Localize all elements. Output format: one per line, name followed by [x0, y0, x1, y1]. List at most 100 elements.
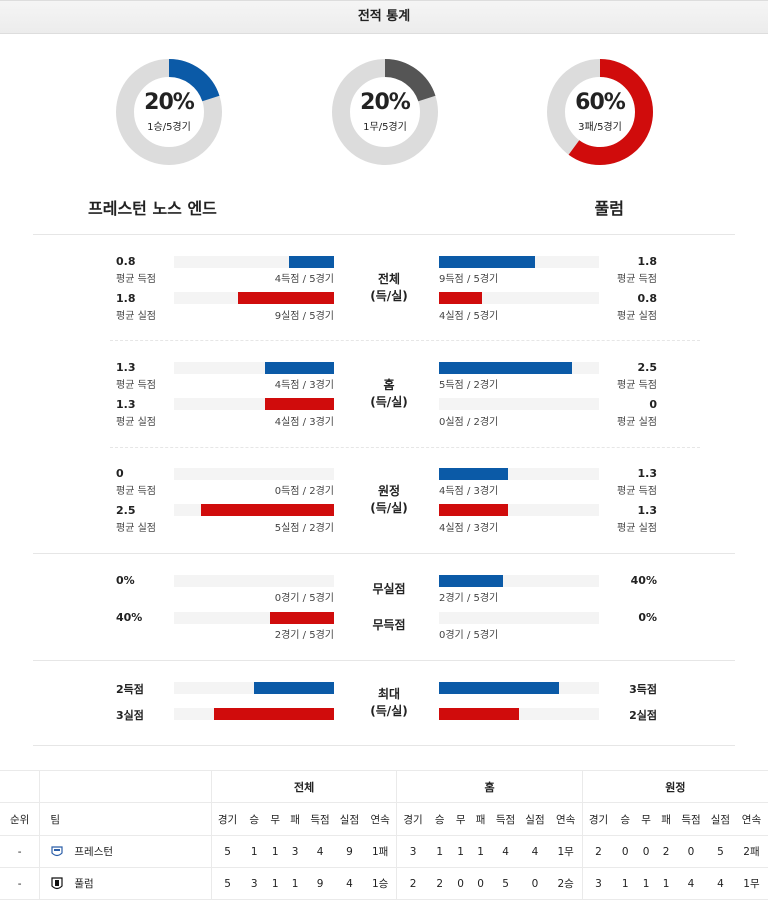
stat-cell: 2 — [428, 867, 451, 900]
stat-cell: 9 — [335, 835, 364, 868]
donut-caption: 1승/5경기 — [147, 122, 191, 133]
away-clean-sheet-pct: 40% — [630, 574, 657, 587]
table-row: - 프레스턴 5 1 1 3 4 9 1패 3 1 1 1 4 4 1무 2 0 0 2 0 5 2패 — [0, 835, 768, 868]
divider — [33, 553, 735, 554]
away-avg-conceded: 0.8 — [637, 292, 658, 305]
col-header: 실점 — [335, 802, 364, 836]
stat-cell: 1 — [614, 867, 637, 900]
section-label-sub: (득/실) — [370, 289, 408, 303]
max-label: 최대 (득/실) — [349, 686, 429, 720]
donut-ring — [547, 59, 653, 165]
home-no-goal-pct: 40% — [116, 611, 143, 624]
away-scored-bar — [439, 256, 535, 268]
home-nogoal-track — [174, 612, 334, 624]
rank-header: 순위 — [0, 802, 40, 836]
home-scored-caption: 0득점 / 2경기 — [274, 486, 334, 497]
away-max-scored-track — [439, 682, 599, 694]
table-header-row: 순위 팀 경기 승 무 패 득점 실점 연속 경기 승 무 패 득점 실점 연속 경기 승 무 패 득점 실점 연속 — [0, 802, 768, 836]
loss-rate-donut: 60% 3패/5경기 — [545, 57, 655, 167]
home-avg-conceded-label: 평균 실점 — [116, 311, 156, 322]
fulham-crest-icon — [50, 877, 64, 891]
away-max-conceded-track — [439, 708, 599, 720]
stat-cell: 1 — [636, 867, 657, 900]
stat-cell: 1 — [243, 835, 266, 868]
stat-cell: 1 — [450, 835, 471, 868]
col-header: 경기 — [210, 802, 244, 836]
away-avg-conceded: 0 — [649, 398, 657, 411]
col-header: 연속 — [549, 802, 583, 836]
away-conceded-caption: 4실점 / 3경기 — [439, 523, 499, 534]
home-avg-scored: 1.3 — [116, 361, 136, 374]
rank-cell: - — [0, 867, 40, 900]
stat-cell: 2패 — [734, 835, 768, 868]
stat-cell: 0 — [614, 835, 637, 868]
divider — [33, 745, 735, 746]
home-avg-conceded: 1.3 — [116, 398, 136, 411]
stat-cell: 0 — [470, 867, 491, 900]
col-header: 승 — [428, 802, 451, 836]
away-scored-caption: 9득점 / 5경기 — [439, 274, 499, 285]
section-label-sub: (득/실) — [370, 501, 408, 515]
divider — [33, 234, 735, 235]
table-row: - 풀럼 5 3 1 1 9 4 1승 2 2 0 0 5 0 2승 3 1 1 1 4 4 1무 — [0, 867, 768, 900]
blank-cell — [0, 770, 40, 803]
away-avg-scored: 1.8 — [637, 255, 658, 268]
section-label: 원정 (득/실) — [349, 483, 429, 517]
blank-cell — [39, 770, 212, 803]
preston-crest-icon — [50, 845, 64, 859]
clean-sheet-label: 무실점 — [372, 582, 406, 596]
col-header: 무 — [636, 802, 657, 836]
page-title: 전적 통계 — [0, 0, 768, 34]
home-clean-caption: 0경기 / 5경기 — [274, 593, 334, 604]
donut-percent: 20% — [144, 90, 195, 115]
stat-cell: 3 — [396, 835, 429, 868]
stat-cell: 5 — [705, 835, 735, 868]
stat-cell: 5 — [210, 835, 244, 868]
home-avg-conceded: 2.5 — [116, 504, 136, 517]
home-conceded-bar — [238, 292, 334, 304]
away-scored-bar — [439, 362, 572, 374]
away-avg-conceded: 1.3 — [637, 504, 658, 517]
home-conceded-track — [174, 504, 334, 516]
away-no-goal-pct: 0% — [638, 611, 657, 624]
home-avg-scored-label: 평균 득점 — [116, 274, 156, 285]
home-scored-caption: 4득점 / 5경기 — [274, 274, 334, 285]
away-avg-conceded-label: 평균 실점 — [617, 311, 657, 322]
col-header: 경기 — [581, 802, 615, 836]
home-avg-conceded-label: 평균 실점 — [116, 417, 156, 428]
col-header: 득점 — [490, 802, 521, 836]
away-clean-track — [439, 575, 599, 587]
col-header: 승 — [243, 802, 266, 836]
away-avg-scored: 1.3 — [637, 467, 658, 480]
table-group-row: 전체 홈 원정 — [0, 770, 768, 803]
away-scored-bar — [439, 468, 508, 480]
col-header: 무 — [265, 802, 286, 836]
stat-cell: 1무 — [734, 867, 768, 900]
team-cell[interactable]: 프레스턴 — [39, 835, 212, 868]
team-cell[interactable]: 풀럼 — [39, 867, 212, 900]
away-conceded-bar — [439, 504, 508, 516]
home-conceded-caption: 9실점 / 5경기 — [274, 311, 334, 322]
home-max-conceded-bar — [214, 708, 334, 720]
home-scored-track — [174, 362, 334, 374]
stat-cell: 4 — [676, 867, 706, 900]
group-total: 전체 — [210, 770, 397, 803]
away-nogoal-caption: 0경기 / 5경기 — [439, 630, 499, 641]
home-nogoal-bar — [270, 612, 334, 624]
home-avg-conceded-label: 평균 실점 — [116, 523, 156, 534]
stat-cell: 5 — [210, 867, 244, 900]
away-avg-conceded-label: 평균 실점 — [617, 417, 657, 428]
stat-cell: 0 — [520, 867, 550, 900]
away-conceded-track — [439, 504, 599, 516]
section-label: 홈 (득/실) — [349, 377, 429, 411]
divider — [33, 660, 735, 661]
section-label-title: 원정 — [377, 484, 401, 498]
stat-cell: 1 — [265, 867, 286, 900]
stat-cell: 4 — [520, 835, 550, 868]
draw-rate-donut: 20% 1무/5경기 — [330, 57, 440, 167]
away-avg-scored-label: 평균 득점 — [617, 486, 657, 497]
away-scored-track — [439, 362, 599, 374]
away-avg-conceded-label: 평균 실점 — [617, 523, 657, 534]
stat-cell: 1 — [265, 835, 286, 868]
home-scored-bar — [289, 256, 334, 268]
